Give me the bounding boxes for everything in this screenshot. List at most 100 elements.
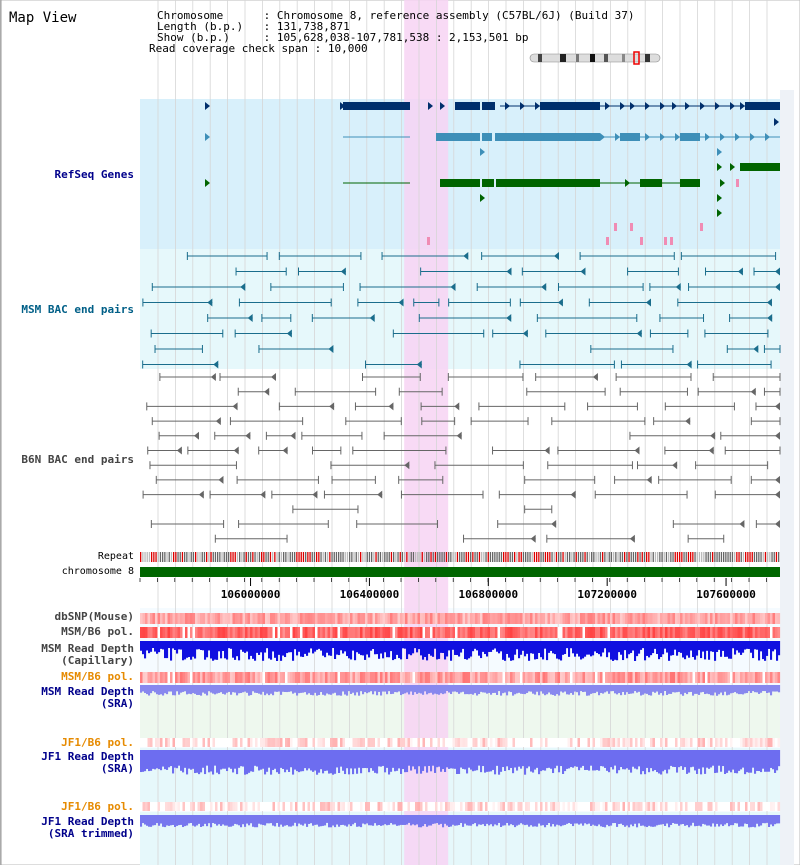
heat-cell <box>292 627 296 638</box>
depth-bar <box>458 750 461 774</box>
heat-cell <box>337 613 341 624</box>
bac-end-arrow <box>232 402 238 411</box>
track-label-jf1-depth-trim: JF1 Read Depth (SRA trimmed) <box>0 816 134 840</box>
heat-cell <box>675 802 678 811</box>
depth-bar <box>728 815 731 827</box>
heat-cell <box>497 802 501 811</box>
repeat-element <box>338 552 340 562</box>
depth-bar <box>328 815 331 828</box>
heat-cell <box>612 802 616 811</box>
repeat-element <box>577 552 580 562</box>
depth-bar <box>160 815 163 824</box>
depth-bar <box>344 815 347 826</box>
depth-bar <box>514 750 517 768</box>
depth-bar <box>546 685 549 695</box>
heat-cell <box>345 738 348 747</box>
depth-bar <box>286 641 289 654</box>
depth-bar <box>198 750 201 775</box>
repeat-element <box>210 552 212 562</box>
heat-cell <box>252 802 256 811</box>
depth-bar <box>290 685 293 692</box>
heat-cell <box>425 802 428 811</box>
depth-bar <box>468 815 471 826</box>
track-label-repeat: Repeat <box>97 551 134 562</box>
axis-tick-label: 106000000 <box>220 588 281 601</box>
heat-cell <box>760 627 763 638</box>
heat-cell <box>760 613 763 624</box>
heat-cell <box>302 672 306 683</box>
heat-cell <box>185 672 188 683</box>
heat-cell <box>615 802 618 811</box>
heat-cell <box>217 802 221 811</box>
gene-strand-arrow <box>340 102 345 110</box>
heat-cell <box>395 738 398 747</box>
heat-cell <box>567 738 571 747</box>
heat-cell <box>360 738 363 747</box>
depth-bar <box>154 815 157 826</box>
depth-bar <box>486 750 489 772</box>
depth-bar <box>582 815 585 826</box>
heat-cell <box>620 738 623 747</box>
heat-cell <box>357 802 361 811</box>
heat-cell <box>387 627 391 638</box>
depth-bar <box>144 685 147 693</box>
heat-cell <box>200 672 203 683</box>
depth-bar <box>752 685 755 692</box>
heat-cell <box>342 802 346 811</box>
repeat-element <box>159 552 162 562</box>
heat-cell <box>680 802 683 811</box>
track-label-chromosome: chromosome 8 <box>61 566 134 577</box>
depth-bar <box>470 750 473 770</box>
heat-cell <box>172 627 176 638</box>
depth-bar <box>606 641 609 658</box>
heat-cell <box>632 672 636 683</box>
depth-bar <box>736 815 739 824</box>
gene-strand-arrow <box>570 133 575 141</box>
depth-bar <box>248 815 251 826</box>
heat-cell <box>342 627 346 638</box>
heat-cell <box>315 613 318 624</box>
depth-bar <box>346 641 349 657</box>
heat-cell <box>750 672 753 683</box>
depth-bar <box>570 750 573 768</box>
repeat-element <box>283 552 285 562</box>
depth-bar <box>158 750 161 770</box>
repeat-element <box>617 552 619 562</box>
depth-bar <box>412 641 415 654</box>
heat-cell <box>727 672 731 683</box>
heat-cell <box>727 627 731 638</box>
heat-cell <box>350 672 353 683</box>
heat-cell <box>627 738 631 747</box>
depth-bar <box>652 815 655 827</box>
heat-cell <box>717 613 721 624</box>
heat-cell <box>327 738 331 747</box>
depth-bar <box>606 685 609 692</box>
depth-bar <box>516 815 519 826</box>
repeat-element <box>450 552 452 562</box>
heat-cell <box>752 672 756 683</box>
heat-cell <box>370 627 373 638</box>
depth-bar <box>588 815 591 824</box>
heat-cell <box>305 802 308 811</box>
gene-strand-arrow <box>470 133 475 141</box>
heat-cell <box>720 802 723 811</box>
repeat-element <box>265 552 267 562</box>
repeat-element <box>443 552 445 562</box>
repeat-element <box>192 552 195 562</box>
heat-cell <box>190 627 193 638</box>
heat-cell <box>600 613 603 624</box>
repeat-element <box>272 552 274 562</box>
heat-cell <box>207 802 211 811</box>
depth-bar <box>654 641 657 649</box>
depth-bar <box>240 641 243 650</box>
heat-cell <box>757 738 761 747</box>
gene-strand-arrow <box>625 179 630 187</box>
repeat-element <box>597 552 599 562</box>
depth-bar <box>542 750 545 771</box>
depth-bar <box>598 641 601 655</box>
heat-cell <box>287 672 291 683</box>
heat-cell <box>497 738 501 747</box>
heat-cell <box>462 672 466 683</box>
heat-cell <box>382 672 386 683</box>
